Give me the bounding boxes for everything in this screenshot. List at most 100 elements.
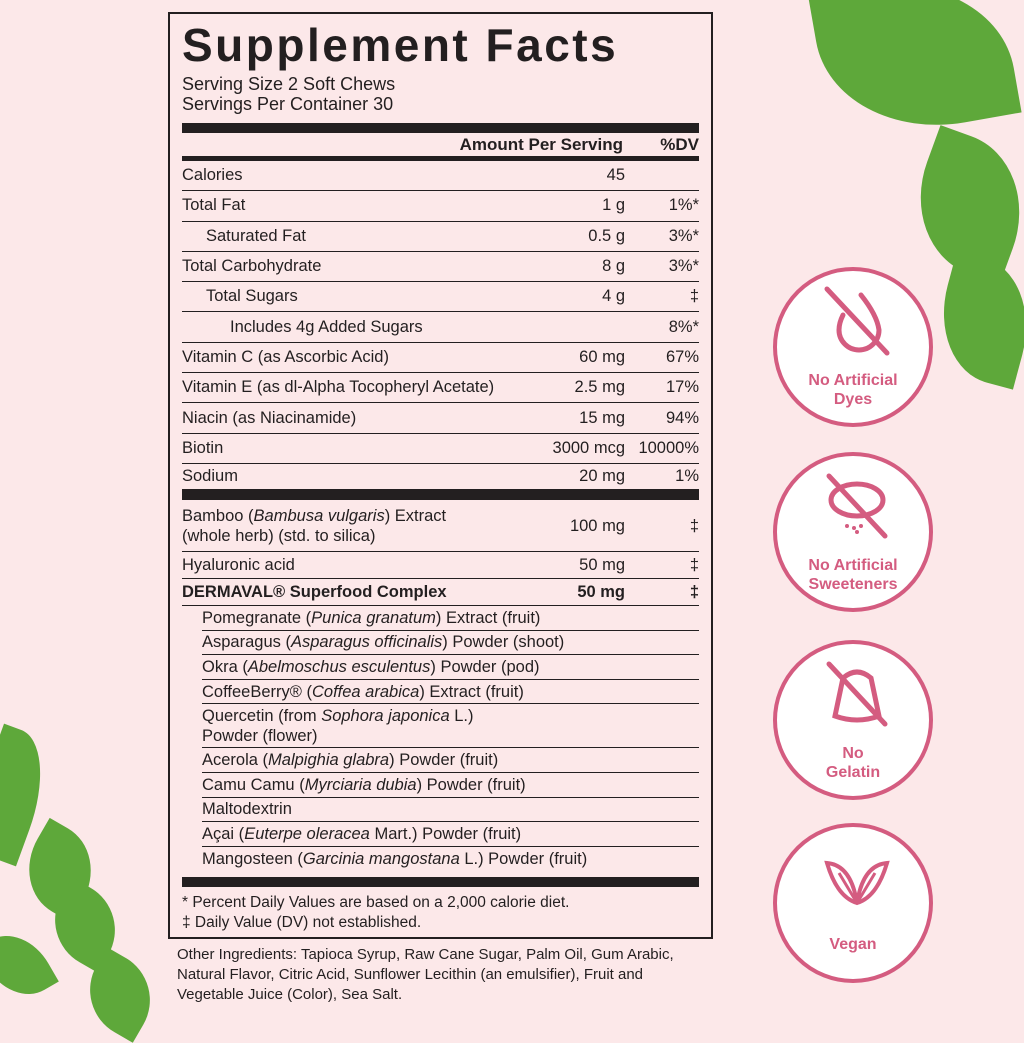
ingredient-name-suffix: ) Powder (shoot) (442, 633, 565, 652)
nutrient-dv: 17% (665, 378, 699, 397)
other-ingredient-list: Bamboo (Bambusa vulgaris) Extract (whole … (182, 500, 699, 606)
nutrient-amount: 4 g (602, 287, 625, 306)
nutrient-row: Calories 45 (182, 161, 699, 192)
ingredient-name-line2: Powder (flower) (202, 726, 318, 745)
ingredient-name-suffix: Mart.) Powder (fruit) (369, 824, 522, 843)
latin-name: Bambusa vulgaris (253, 507, 385, 526)
ingredient-dv: ‡ (689, 517, 699, 536)
ingredient-name-suffix: ) Powder (fruit) (389, 751, 499, 770)
badge-label-line1: No Artificial (808, 557, 898, 574)
badge-vegan-leaf: Vegan (773, 823, 933, 983)
nutrient-amount: 0.5 g (588, 226, 625, 245)
badge-no-sweetener: No Artificial Sweeteners (773, 452, 933, 612)
ingredient-name: Mangosteen ( (202, 850, 303, 869)
complex-item: Asparagus (Asparagus officinalis) Powder… (202, 631, 699, 656)
latin-name: Myrciaria dubia (304, 775, 417, 794)
latin-name: Asparagus officinalis (290, 633, 443, 652)
nutrient-amount: 3000 mcg (552, 438, 625, 457)
latin-name: Punica granatum (311, 608, 436, 627)
nutrient-amount: 8 g (602, 257, 625, 276)
panel-title: Supplement Facts (182, 19, 619, 71)
nutrient-name: Total Carbohydrate (182, 257, 322, 276)
nutrient-name: Niacin (as Niacinamide) (182, 408, 357, 427)
ingredient-name-suffix: ) Extract (384, 507, 447, 526)
nutrient-dv: 1%* (668, 196, 699, 215)
nutrient-row: Includes 4g Added Sugars 8%* (182, 312, 699, 343)
ingredient-name: Asparagus ( (202, 633, 291, 652)
nutrient-row: Sodium 20 mg 1% (182, 464, 699, 489)
nutrient-name: Biotin (182, 438, 224, 457)
nutrient-dv: 3%* (668, 226, 699, 245)
badge-no-dye-drop: No Artificial Dyes (773, 267, 933, 427)
ingredient-name-suffix: ) Powder (pod) (430, 657, 540, 676)
other-ingredients: Other Ingredients: Tapioca Syrup, Raw Ca… (177, 946, 674, 1003)
ingredient-name-line2: (whole herb) (std. to silica) (182, 527, 376, 546)
footnote-not-established: ‡ Daily Value (DV) not established. (182, 914, 422, 932)
ingredient-name-suffix: ) Powder (fruit) (416, 775, 526, 794)
ingredient-row: Hyaluronic acid 50 mg ‡ (182, 552, 699, 579)
nutrient-amount: 2.5 mg (574, 378, 625, 397)
nutrient-dv: 8%* (668, 317, 699, 336)
nutrient-dv: ‡ (689, 287, 699, 306)
latin-name: Garcinia mangostana (302, 850, 460, 869)
latin-name: Euterpe oleracea (244, 824, 370, 843)
nutrient-name: Saturated Fat (206, 226, 306, 245)
nutrient-amount: 1 g (602, 196, 625, 215)
ingredient-name: Maltodextrin (202, 800, 292, 819)
column-header: Amount Per Serving %DV (182, 133, 699, 161)
nutrient-row: Biotin 3000 mcg 10000% (182, 434, 699, 464)
thick-divider (182, 877, 699, 888)
thick-divider (182, 488, 699, 500)
nutrient-dv: 10000% (638, 438, 699, 457)
badge-label-line2: Sweeteners (808, 576, 898, 593)
complex-item: Açai (Euterpe oleracea Mart.) Powder (fr… (202, 822, 699, 847)
nutrient-name: Sodium (182, 466, 238, 485)
nutrient-name: Includes 4g Added Sugars (230, 317, 423, 336)
servings-per-container: Servings Per Container 30 (182, 94, 394, 114)
ingredient-name-suffix: L.) Powder (fruit) (459, 850, 588, 869)
complex-item: Okra (Abelmoschus esculentus) Powder (po… (202, 655, 699, 680)
ingredient-name: Açai ( (202, 824, 245, 843)
nutrient-row: Saturated Fat 0.5 g 3%* (182, 222, 699, 252)
badge-label-line2: Gelatin (825, 764, 881, 781)
ingredient-name: Okra ( (202, 657, 248, 676)
complex-item: Mangosteen (Garcinia mangostana L.) Powd… (202, 847, 699, 872)
nutrient-name: Total Sugars (206, 287, 298, 306)
latin-name: Abelmoschus esculentus (247, 657, 431, 676)
ingredient-row: Bamboo (Bambusa vulgaris) Extract (whole … (182, 500, 699, 552)
badge-label-line2: Dyes (833, 391, 873, 408)
latin-name: Malpighia glabra (268, 751, 390, 770)
latin-name: Sophora japonica (321, 706, 450, 725)
ingredient-row: DERMAVAL® Superfood Complex 50 mg ‡ (182, 579, 699, 606)
badge-label-line2: Vegan (829, 936, 877, 953)
ingredient-name: Acerola ( (202, 751, 269, 770)
nutrient-dv: 3%* (668, 257, 699, 276)
ingredient-name-suffix: L.) (449, 706, 474, 725)
nutrient-name: Calories (182, 166, 243, 185)
badge-label-line1: No (842, 745, 864, 762)
ingredient-name-suffix: ) Extract (fruit) (419, 682, 524, 701)
dv-header: %DV (660, 134, 699, 154)
nutrient-row: Total Sugars 4 g ‡ (182, 282, 699, 313)
badge-no-gelatin: No Gelatin (773, 640, 933, 800)
ingredient-amount: 50 mg (577, 582, 625, 601)
ingredient-name: Quercetin (from (202, 706, 322, 725)
complex-item: Quercetin (from Sophora japonica L.) Powd… (202, 704, 699, 749)
nutrient-dv: 1% (675, 466, 699, 485)
ingredient-name: Hyaluronic acid (182, 555, 295, 574)
thick-divider (182, 123, 699, 133)
supplement-facts-panel: Supplement Facts Serving Size 2 Soft Che… (168, 12, 713, 939)
nutrient-name: Vitamin C (as Ascorbic Acid) (182, 347, 389, 366)
nutrient-amount: 20 mg (579, 466, 625, 485)
complex-item: Pomegranate (Punica granatum) Extract (f… (202, 606, 699, 631)
nutrient-name: Vitamin E (as dl-Alpha Tocopheryl Acetat… (182, 378, 495, 397)
amount-header: Amount Per Serving (459, 134, 623, 154)
nutrient-row: Niacin (as Niacinamide) 15 mg 94% (182, 403, 699, 434)
complex-item: Acerola (Malpighia glabra) Powder (fruit… (202, 748, 699, 773)
ingredient-dv: ‡ (689, 555, 699, 574)
ingredient-name: DERMAVAL® Superfood Complex (182, 582, 447, 601)
nutrient-name: Total Fat (182, 196, 246, 215)
ingredient-name: CoffeeBerry® ( (202, 682, 312, 701)
ingredient-amount: 50 mg (579, 555, 625, 574)
nutrient-row: Total Carbohydrate 8 g 3%* (182, 252, 699, 283)
